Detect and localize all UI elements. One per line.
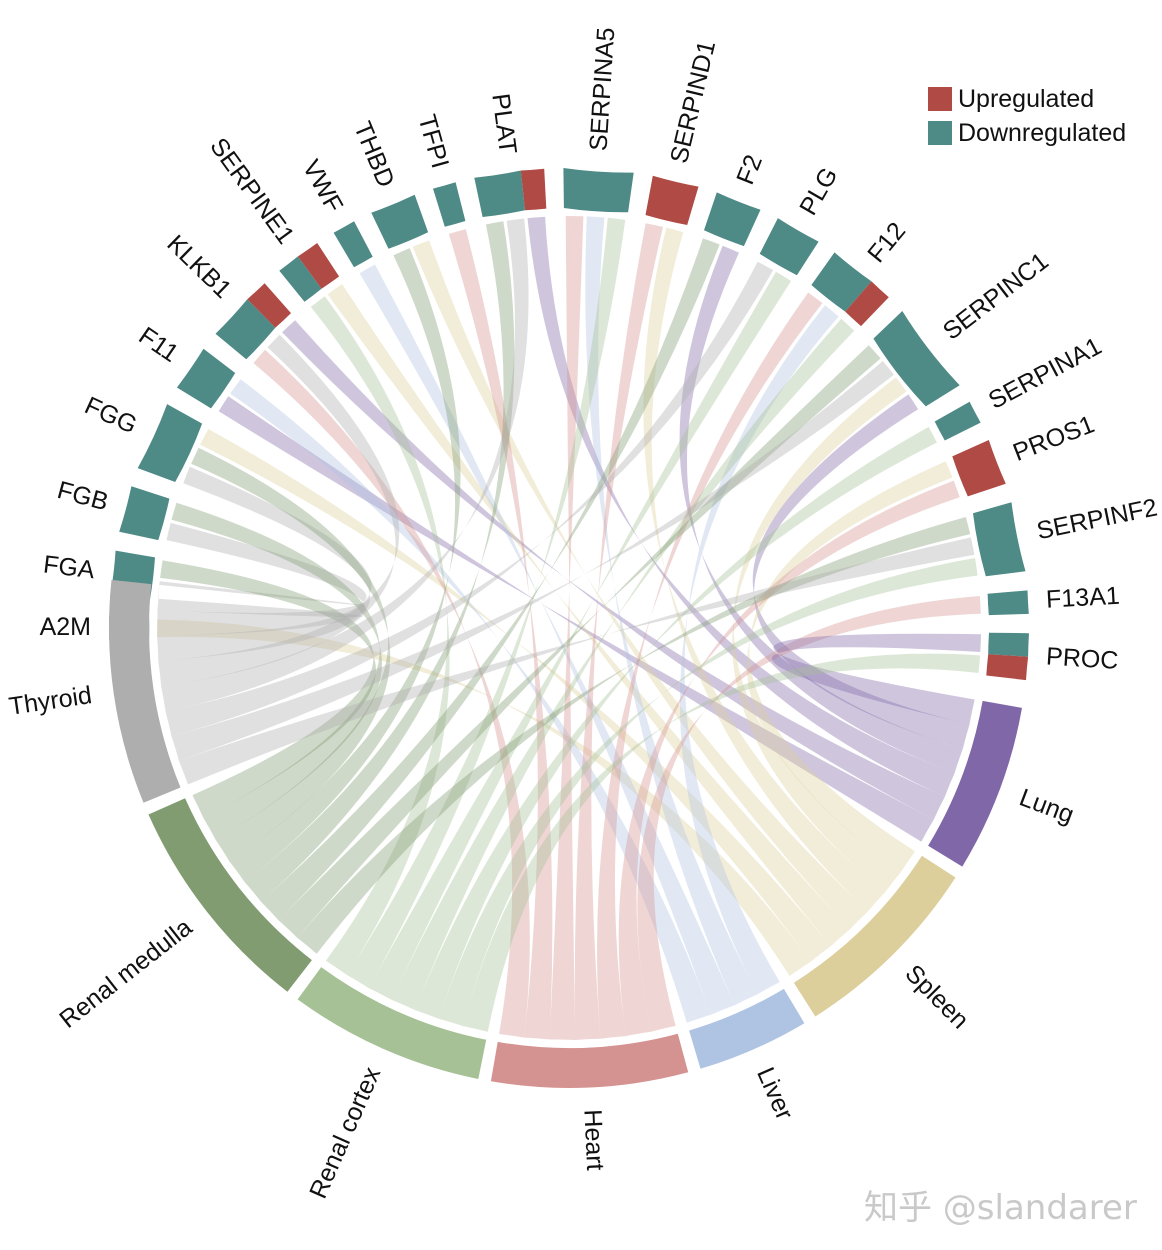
ribbon-f2-lung [679,245,963,774]
legend-item-downregulated: Downregulated [928,116,1126,150]
gene-label-klkb1: KLKB1 [162,230,237,304]
tissue-arc-thyroid [108,579,181,803]
gene-label-plg: PLG [794,163,843,220]
gene-label-tfpi: TFPI [413,112,455,172]
tissue-label-renal-cortex: Renal cortex [304,1062,386,1202]
gene-label-a2m: A2M [40,613,91,641]
gene-arc-proc-down [988,632,1029,657]
gene-label-serpina5: SERPINA5 [584,27,620,152]
ribbon-fgb-renal-medulla [171,502,383,841]
gene-label-plat: PLAT [486,92,522,156]
gene-label-vwf: VWF [297,155,349,217]
gene-arc-f11-down [176,348,236,409]
gene-arc-f13a1-down [987,590,1029,616]
legend-item-upregulated: Upregulated [928,82,1126,116]
ribbon-layer [157,215,981,1041]
ribbon-serpinc1-lung [752,394,970,749]
legend-swatch-downregulated [928,121,952,145]
gene-arc-serpinf2-down [973,502,1026,577]
gene-label-serpind1: SERPIND1 [665,38,721,166]
gene-arc-plg-down [759,218,819,276]
gene-arc-proc-up [986,654,1029,681]
ribbon-fga-thyroid [157,581,365,617]
gene-arc-thbd-down [371,194,429,249]
ribbon-fga-renal-medulla [160,560,376,818]
gene-label-f11: F11 [134,322,184,368]
gene-label-f13a1: F13A1 [1045,582,1120,614]
tissue-arc-liver [689,988,805,1069]
ribbon-tfpi-heart [448,229,553,1040]
legend-label-upregulated: Upregulated [958,84,1095,113]
ribbon-serpinc1-renal-medulla [278,345,881,938]
gene-label-pros1: PROS1 [1009,410,1098,467]
gene-arc-fgb-down [119,486,170,541]
ribbon-fgg-thyroid [157,466,372,662]
gene-arc-f2-down [704,192,761,247]
tissue-label-thyroid: Thyroid [7,681,94,721]
gene-arc-klkb1-down [215,299,276,360]
gene-arc-serpine1-up [297,243,340,289]
gene-arc-serpina5-down [563,168,634,213]
ribbon-serpind1-spleen [643,227,885,912]
gene-arc-serpinc1-down [873,311,960,407]
ribbon-serpina5-heart [549,215,584,1041]
gene-arc-vwf-down [333,221,373,268]
ribbon-fgb-thyroid [157,522,367,636]
gene-arc-serpine1-down [279,256,322,302]
tissue-label-renal-medulla: Renal medulla [54,913,197,1034]
gene-label-fga: FGA [42,550,97,584]
gene-arc-serpina1-down [934,401,981,441]
ribbon-serpind1-heart [574,223,663,1040]
ribbon-plat-renal-medulla [244,221,515,902]
gene-arc-tfpi-down [433,182,466,227]
gene-label-f2: F2 [731,151,768,188]
tissue-arc-renal-cortex [297,967,487,1079]
ribbon-proc-lung [771,633,981,725]
gene-arc-plat-down [474,170,525,217]
gene-arc-fgg-down [137,404,203,482]
ribbon-f11-lung [218,396,934,842]
gene-label-serpina1: SERPINA1 [984,332,1106,415]
tissue-label-lung: Lung [1016,783,1078,829]
gene-label-fgg: FGG [80,391,141,439]
tissue-arc-renal-medulla [148,798,312,992]
gene-arc-f12-down [811,252,872,312]
ribbon-serpinc1-thyroid [171,361,894,761]
gene-arc-pros1-up [952,440,1006,497]
tissue-arc-heart [490,1033,689,1088]
ribbon-plg-renal-cortex [368,271,792,1000]
ribbon-f12-renal-cortex [391,318,855,1010]
gene-label-serpinf2: SERPINF2 [1034,493,1159,545]
gene-arc-plat-up [520,168,547,211]
legend: Upregulated Downregulated [928,82,1126,150]
tissue-label-spleen: Spleen [899,959,974,1034]
ribbon-serpinf2-thyroid [178,537,975,785]
gene-arc-f12-up [845,281,889,327]
legend-label-downregulated: Downregulated [958,118,1127,147]
tissue-label-heart: Heart [578,1109,609,1171]
gene-label-f12: F12 [862,217,911,268]
arc-layer [108,168,1029,1088]
gene-label-thbd: THBD [348,118,400,192]
tissue-arc-lung [928,700,1022,867]
watermark: 知乎 @slandarer [864,1188,1137,1228]
gene-label-serpine1: SERPINE1 [204,133,299,249]
gene-label-fgb: FGB [54,476,111,516]
tissue-arc-spleen [793,855,956,1017]
ribbon-klkb1-thyroid [158,334,400,687]
legend-swatch-upregulated [928,87,952,111]
ribbon-serpinc1-spleen [732,377,907,893]
ribbon-pros1-spleen [746,461,953,873]
ribbon-vwf-liver [359,264,735,1015]
tissue-label-liver: Liver [751,1063,798,1124]
gene-label-proc: PROC [1045,642,1119,674]
ribbon-serpine1-spleen [327,284,850,947]
ribbon-serpine1-renal-cortex [310,296,450,975]
ribbon-klkb1-lung [282,320,945,820]
gene-arc-serpind1-up [645,175,699,225]
ribbon-fgg-renal-medulla [191,447,391,862]
gene-arc-klkb1-up [247,283,291,328]
gene-label-serpinc1: SERPINC1 [938,247,1054,346]
